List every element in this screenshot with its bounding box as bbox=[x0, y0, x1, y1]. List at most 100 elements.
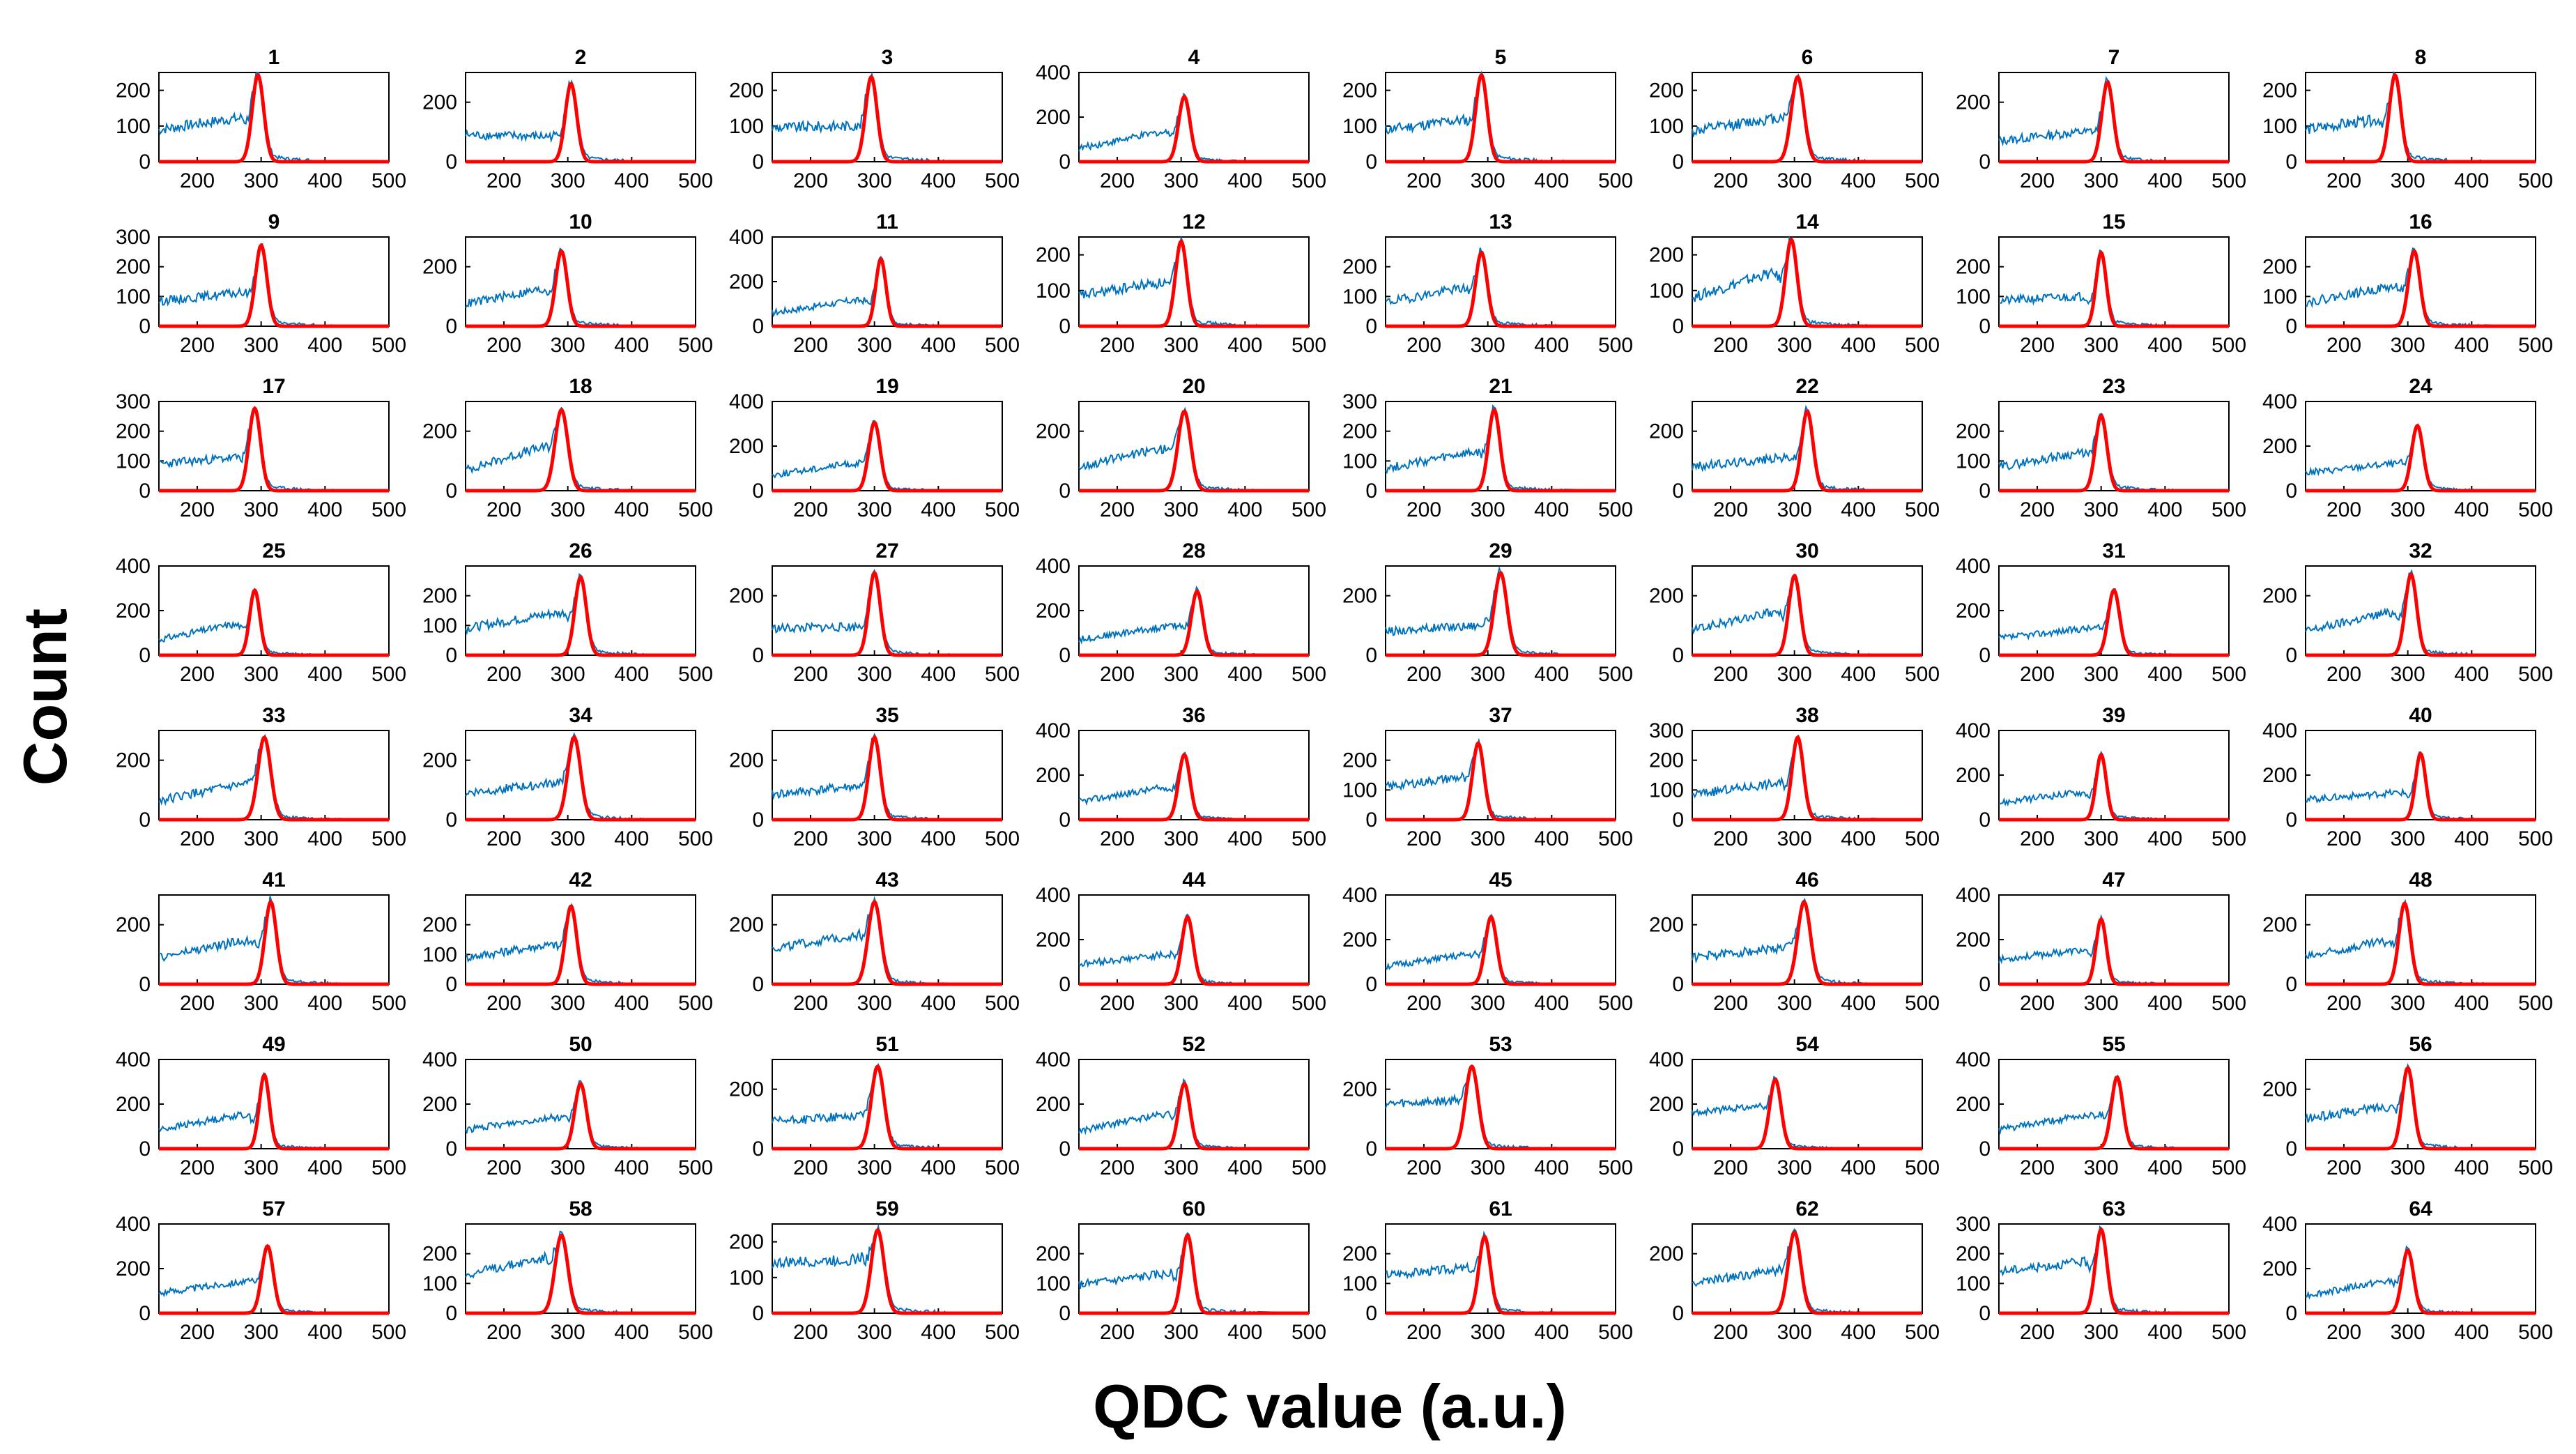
gaussian-fit-series bbox=[466, 82, 696, 164]
histogram-series bbox=[158, 733, 390, 821]
x-tick-label: 300 bbox=[2391, 498, 2425, 521]
x-tick-label: 400 bbox=[921, 827, 956, 850]
panel-8: 8 200 300 400 500 0 100 200 bbox=[2262, 46, 2553, 192]
panel-41: 41 200 300 400 500 0 200 bbox=[116, 868, 406, 1015]
x-tick-label: 200 bbox=[486, 1321, 521, 1344]
x-tick-label: 200 bbox=[180, 169, 215, 192]
y-tick-label: 400 bbox=[2262, 390, 2297, 413]
x-tick-label: 500 bbox=[985, 169, 1020, 192]
panel-17: 17 200 300 400 500 0 100 200 300 bbox=[116, 375, 406, 521]
x-tick-label: 400 bbox=[1227, 1321, 1262, 1344]
x-tick-label: 500 bbox=[1291, 169, 1326, 192]
panel-title: 42 bbox=[569, 868, 592, 891]
axes-box bbox=[465, 72, 696, 162]
x-tick-label: 200 bbox=[1100, 1156, 1135, 1179]
histogram-series bbox=[1385, 404, 1616, 492]
x-tick-label: 400 bbox=[1534, 827, 1569, 850]
x-tick-label: 400 bbox=[921, 1156, 956, 1179]
y-tick-label: 200 bbox=[422, 914, 457, 937]
gaussian-fit-series bbox=[2306, 572, 2536, 657]
x-tick-label: 400 bbox=[614, 169, 649, 192]
histogram-series bbox=[465, 247, 696, 328]
gaussian-fit-series bbox=[1692, 899, 1922, 986]
gaussian-fit-series bbox=[2306, 1065, 2536, 1151]
panel-title: 3 bbox=[882, 46, 894, 69]
x-tick-label: 500 bbox=[678, 1156, 713, 1179]
axes-box bbox=[1385, 236, 1616, 327]
x-tick-label: 500 bbox=[1291, 1321, 1326, 1344]
panel-title: 35 bbox=[875, 704, 898, 727]
x-tick-label: 300 bbox=[551, 663, 585, 686]
x-tick-label: 300 bbox=[1471, 334, 1505, 357]
x-tick-label: 500 bbox=[985, 334, 1020, 357]
y-tick-label: 400 bbox=[2262, 1213, 2297, 1236]
y-tick-label: 0 bbox=[1059, 644, 1071, 667]
y-tick-label: 200 bbox=[2262, 764, 2297, 787]
x-tick-label: 200 bbox=[1713, 334, 1748, 357]
x-tick-label: 200 bbox=[2020, 498, 2055, 521]
panel-26: 26 200 300 400 500 0 100 200 bbox=[422, 539, 713, 686]
panel-5: 5 200 300 400 500 0 100 200 bbox=[1342, 46, 1633, 192]
y-tick-label: 400 bbox=[1036, 884, 1071, 907]
x-tick-label: 300 bbox=[551, 498, 585, 521]
panel-18: 18 200 300 400 500 0 200 bbox=[422, 375, 713, 521]
x-tick-label: 400 bbox=[2454, 1156, 2489, 1179]
axes-box bbox=[1385, 401, 1616, 491]
x-tick-label: 400 bbox=[921, 498, 956, 521]
panel-62: 62 200 300 400 500 0 200 bbox=[1649, 1197, 1940, 1344]
panel-title: 22 bbox=[1795, 375, 1818, 398]
panel-title: 37 bbox=[1489, 704, 1512, 727]
histogram-series bbox=[465, 79, 696, 163]
panel-title: 31 bbox=[2102, 539, 2125, 563]
gaussian-fit-series bbox=[1692, 1077, 1922, 1151]
histogram-series bbox=[772, 420, 1002, 492]
x-tick-label: 300 bbox=[1164, 498, 1199, 521]
x-tick-label: 400 bbox=[2147, 1156, 2182, 1179]
y-tick-label: 0 bbox=[2285, 315, 2297, 338]
x-tick-label: 500 bbox=[1905, 169, 1940, 192]
y-tick-label: 400 bbox=[1956, 884, 1991, 907]
x-tick-label: 200 bbox=[1100, 169, 1135, 192]
x-tick-label: 300 bbox=[1164, 1321, 1199, 1344]
x-tick-label: 500 bbox=[678, 169, 713, 192]
panel-title: 2 bbox=[575, 46, 587, 69]
panel-9: 9 200 300 400 500 0 100 200 300 bbox=[116, 211, 406, 357]
gaussian-fit-series bbox=[772, 1064, 1002, 1151]
panel-23: 23 200 300 400 500 0 100 200 bbox=[1956, 375, 2246, 521]
y-tick-label: 0 bbox=[752, 1138, 764, 1161]
axes-box bbox=[1692, 730, 1923, 820]
y-tick-label: 200 bbox=[1036, 928, 1071, 951]
axes-box bbox=[1078, 1223, 1310, 1314]
y-tick-label: 200 bbox=[1956, 599, 1991, 622]
x-tick-label: 300 bbox=[551, 992, 585, 1015]
y-tick-label: 100 bbox=[1956, 1272, 1991, 1295]
y-tick-label: 400 bbox=[1956, 555, 1991, 578]
x-tick-label: 400 bbox=[614, 827, 649, 850]
y-tick-label: 0 bbox=[1059, 1138, 1071, 1161]
panel-57: 57 200 300 400 500 0 200 400 bbox=[116, 1197, 406, 1344]
y-tick-label: 100 bbox=[1649, 779, 1684, 802]
axes-box bbox=[1385, 1223, 1616, 1314]
y-tick-label: 200 bbox=[1649, 420, 1684, 443]
y-tick-label: 400 bbox=[116, 555, 151, 578]
x-tick-label: 500 bbox=[2211, 1156, 2246, 1179]
y-tick-label: 0 bbox=[1059, 151, 1071, 174]
x-tick-label: 400 bbox=[2147, 827, 2182, 850]
panel-title: 23 bbox=[2102, 375, 2125, 398]
histogram-series bbox=[772, 1223, 1003, 1314]
axes-box bbox=[465, 401, 696, 491]
y-tick-label: 0 bbox=[1059, 1302, 1071, 1325]
panel-29: 29 200 300 400 500 0 200 bbox=[1342, 539, 1633, 686]
x-tick-label: 200 bbox=[2020, 169, 2055, 192]
x-tick-label: 500 bbox=[985, 827, 1020, 850]
x-tick-label: 500 bbox=[1905, 334, 1940, 357]
x-tick-label: 300 bbox=[1471, 827, 1505, 850]
x-tick-label: 200 bbox=[2020, 663, 2055, 686]
panel-50: 50 200 300 400 500 0 200 400 bbox=[422, 1033, 713, 1179]
panel-title: 64 bbox=[2409, 1197, 2432, 1220]
panel-title: 59 bbox=[875, 1197, 898, 1220]
gaussian-fit-series bbox=[1079, 915, 1309, 986]
y-tick-label: 0 bbox=[1365, 1138, 1377, 1161]
x-tick-label: 200 bbox=[486, 334, 521, 357]
panel-title: 16 bbox=[2409, 211, 2432, 234]
